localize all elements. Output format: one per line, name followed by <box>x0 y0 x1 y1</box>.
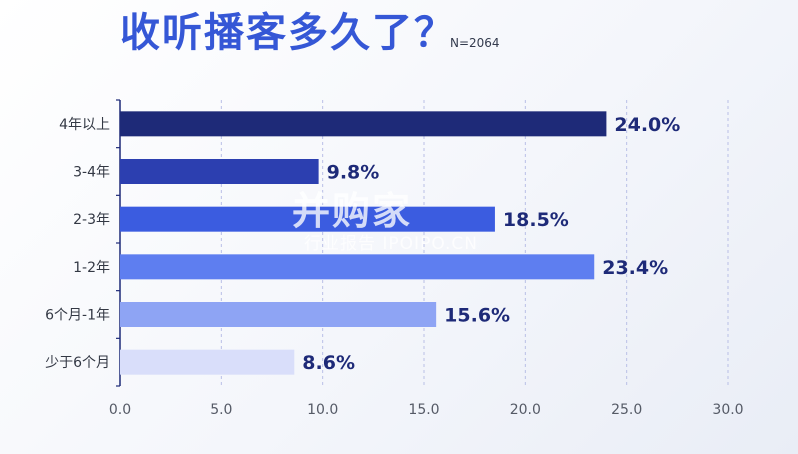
bar <box>120 206 495 232</box>
bar <box>120 111 607 137</box>
bar <box>120 302 437 327</box>
data-label: 23.4% <box>602 257 668 279</box>
x-tick-label: 15.0 <box>408 402 439 418</box>
data-label: 24.0% <box>614 114 680 136</box>
x-tick-label: 20.0 <box>510 402 541 418</box>
x-tick-label: 0.0 <box>109 402 131 418</box>
chart-title: 收听播客多久了？ <box>120 10 456 56</box>
x-tick-label: 10.0 <box>307 402 338 418</box>
bar <box>120 254 595 280</box>
bar <box>120 159 319 184</box>
category-label: 3-4年 <box>73 165 110 181</box>
sample-size: N=2064 <box>450 36 500 50</box>
data-label: 8.6% <box>302 352 355 374</box>
data-label: 18.5% <box>503 209 569 231</box>
bar <box>120 349 295 375</box>
category-label: 6个月-1年 <box>45 308 110 324</box>
x-tick-label: 30.0 <box>712 402 743 418</box>
x-tick-label: 5.0 <box>210 402 232 418</box>
category-label: 少于6个月 <box>45 355 110 371</box>
category-label: 2-3年 <box>73 212 110 228</box>
category-label: 1-2年 <box>73 260 110 276</box>
data-label: 15.6% <box>444 305 510 327</box>
category-label: 4年以上 <box>59 117 110 133</box>
data-label: 9.8% <box>327 162 380 184</box>
x-tick-label: 25.0 <box>611 402 642 418</box>
